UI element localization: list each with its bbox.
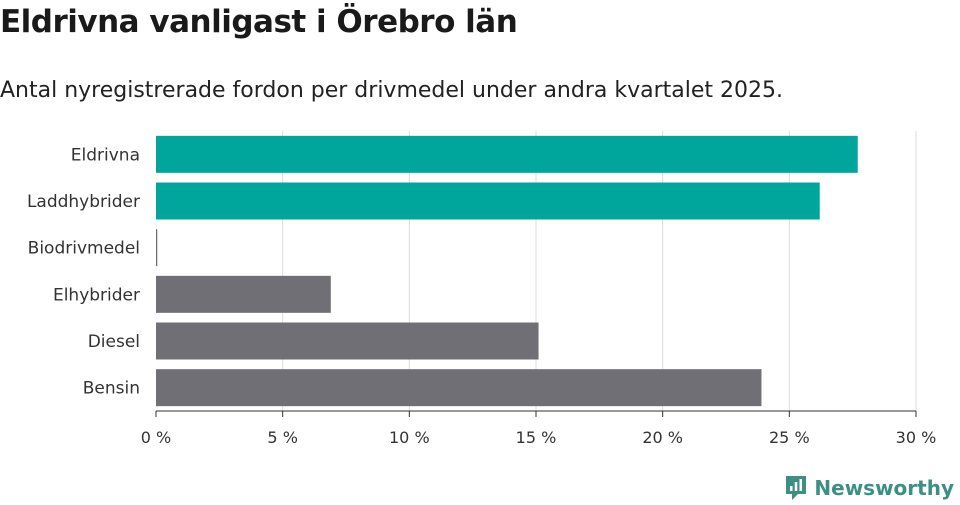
category-label: Eldrivna [71, 145, 140, 165]
x-tick-label: 5 % [267, 428, 297, 447]
chart-subtitle: Antal nyregistrerade fordon per drivmede… [0, 78, 783, 103]
x-tick-label: 0 % [141, 428, 171, 447]
newsworthy-logo-icon [786, 476, 807, 500]
bar-elhybrider [156, 275, 331, 313]
bar-diesel [156, 322, 539, 360]
x-tick-label: 20 % [642, 428, 683, 447]
bar-biodrivmedel [156, 229, 158, 267]
brand-logo: Newsworthy [784, 474, 954, 502]
x-tick-label: 10 % [389, 428, 430, 447]
category-label: Biodrivmedel [28, 239, 140, 259]
chart-title: Eldrivna vanligast i Örebro län [0, 4, 518, 40]
category-label: Diesel [88, 332, 140, 352]
category-label: Laddhybrider [27, 192, 140, 212]
category-label: Bensin [83, 379, 140, 399]
brand-name: Newsworthy [814, 476, 954, 500]
bar-laddhybrider [156, 182, 820, 220]
x-tick-label: 30 % [896, 428, 937, 447]
x-tick-label: 25 % [769, 428, 810, 447]
x-tick-label: 15 % [516, 428, 557, 447]
bar-bensin [156, 369, 762, 407]
bar-eldrivna [156, 135, 858, 173]
category-label: Elhybrider [53, 285, 140, 305]
